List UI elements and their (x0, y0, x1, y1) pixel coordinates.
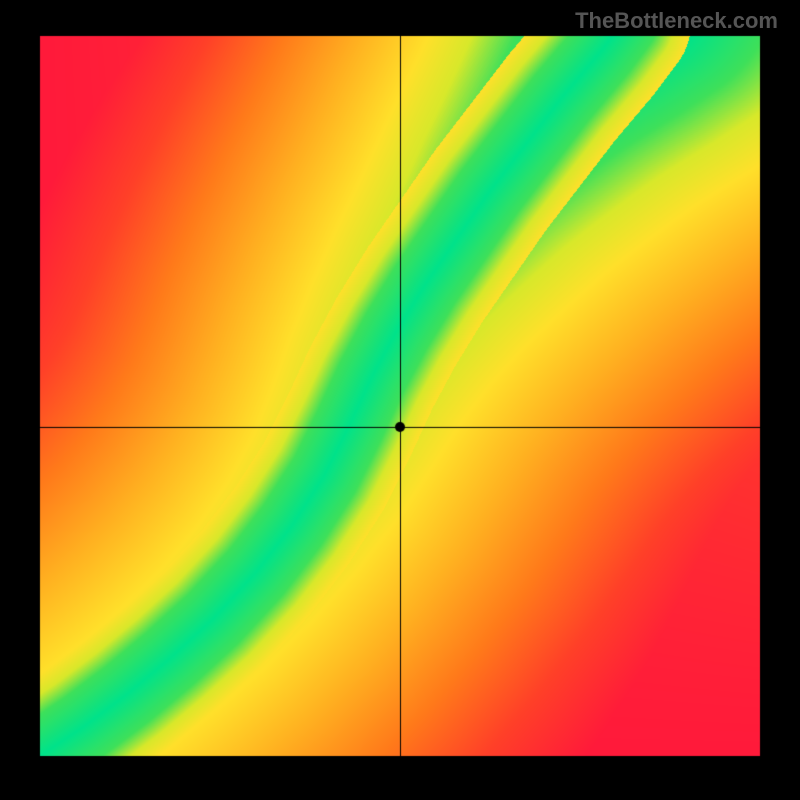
heatmap-chart (0, 0, 800, 800)
heatmap-canvas (0, 0, 800, 800)
watermark-text: TheBottleneck.com (575, 8, 778, 34)
